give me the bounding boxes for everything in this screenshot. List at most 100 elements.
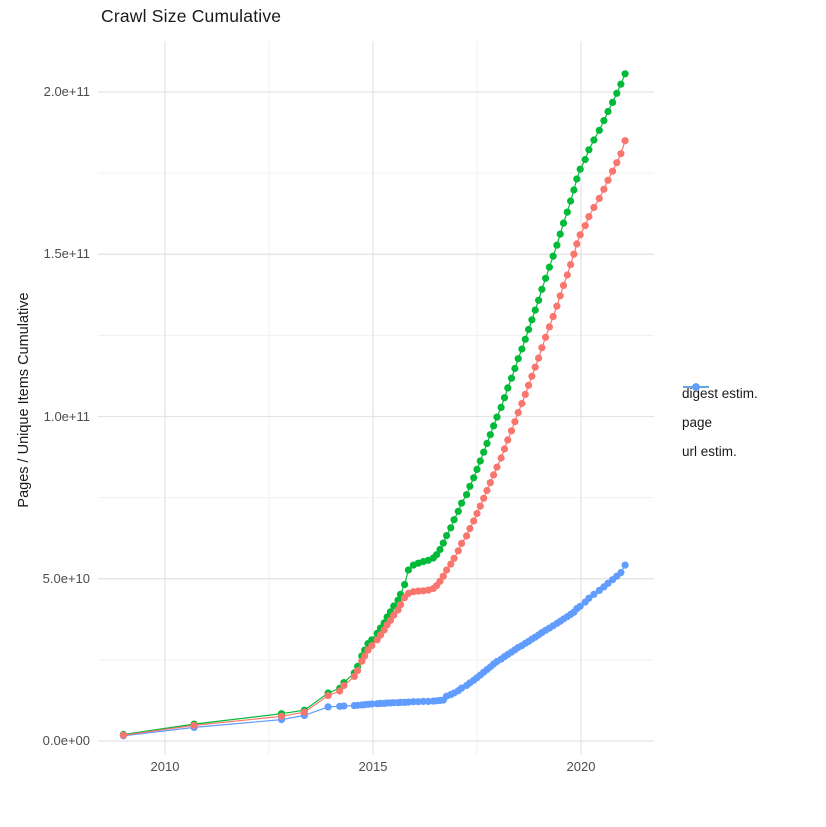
- data-point: [119, 731, 127, 739]
- data-point: [545, 263, 554, 271]
- data-point: [419, 697, 427, 706]
- data-point: [476, 502, 484, 510]
- data-point: [450, 516, 458, 524]
- data-point: [486, 479, 494, 487]
- data-point: [585, 213, 593, 221]
- data-point: [518, 399, 526, 408]
- data-point: [493, 413, 501, 421]
- data-point: [458, 539, 466, 548]
- legend-key-icon: [683, 383, 709, 391]
- data-point: [559, 281, 568, 289]
- data-point: [480, 494, 488, 502]
- data-point: [500, 394, 509, 402]
- data-point: [542, 274, 550, 282]
- data-point: [486, 431, 494, 439]
- data-point: [518, 345, 526, 353]
- x-tick-label: 2010: [150, 759, 180, 774]
- data-point: [507, 427, 516, 435]
- data-point: [573, 240, 581, 248]
- data-point: [573, 175, 581, 183]
- legend-label: url estim.: [682, 444, 737, 459]
- data-point: [463, 491, 471, 499]
- data-point: [563, 208, 571, 216]
- data-point: [454, 507, 462, 515]
- data-point: [376, 631, 385, 639]
- data-point: [361, 652, 369, 660]
- data-point: [576, 231, 584, 239]
- legend-item: url estim.: [682, 383, 758, 466]
- data-point: [590, 590, 598, 598]
- data-point: [401, 581, 409, 589]
- data-point: [621, 70, 629, 78]
- data-point: [436, 545, 444, 554]
- data-point: [553, 302, 561, 310]
- data-point: [277, 712, 286, 720]
- data-point: [439, 539, 447, 547]
- data-point: [324, 692, 332, 700]
- data-point: [300, 708, 308, 716]
- data-point: [535, 354, 543, 362]
- data-point: [404, 566, 412, 574]
- data-point: [531, 363, 539, 371]
- data-point: [585, 146, 593, 154]
- data-point: [617, 150, 625, 158]
- data-point: [521, 335, 529, 343]
- y-tick-label: 2.0e+11: [43, 84, 90, 99]
- data-point: [511, 418, 519, 426]
- data-point: [590, 136, 598, 144]
- x-tick-label: 2015: [358, 759, 388, 774]
- data-point: [350, 672, 358, 681]
- data-point: [528, 316, 536, 324]
- data-point: [466, 482, 474, 490]
- data-point: [480, 448, 488, 456]
- data-point: [595, 126, 603, 134]
- data-point: [617, 80, 625, 88]
- data-point: [556, 230, 564, 238]
- data-point: [556, 292, 564, 300]
- data-point: [504, 384, 512, 392]
- data-point: [443, 532, 451, 540]
- y-tick-label: 0.0e+00: [42, 733, 90, 748]
- data-point: [490, 422, 498, 430]
- data-point: [368, 700, 376, 708]
- data-point: [470, 474, 478, 482]
- data-point: [621, 137, 629, 145]
- data-point: [567, 197, 575, 205]
- data-point: [604, 176, 612, 184]
- data-point: [511, 364, 519, 373]
- y-tick-label: 1.0e+11: [43, 408, 90, 424]
- legend-item: page: [682, 383, 758, 437]
- chart-title: Crawl Size Cumulative: [101, 6, 282, 26]
- data-point: [581, 155, 589, 164]
- data-point: [613, 159, 621, 167]
- legend-key-point: [692, 383, 700, 391]
- data-point: [549, 313, 557, 321]
- data-point: [386, 616, 395, 624]
- data-point: [595, 194, 603, 202]
- x-tick-label: 2020: [566, 759, 596, 774]
- data-point: [553, 241, 561, 249]
- data-point: [354, 667, 362, 675]
- y-tick-label: 5.0e+10: [42, 570, 90, 586]
- data-point: [542, 333, 550, 341]
- data-point: [621, 561, 629, 569]
- data-point: [493, 463, 501, 471]
- data-point: [567, 261, 575, 269]
- data-point: [538, 285, 546, 293]
- data-point: [476, 457, 484, 465]
- legend: digest estim. page url estim.: [682, 379, 758, 466]
- data-point: [340, 702, 348, 710]
- data-point: [390, 611, 398, 619]
- data-point: [514, 355, 522, 363]
- data-point: [470, 517, 478, 525]
- data-point: [609, 167, 617, 175]
- data-point: [617, 569, 625, 577]
- legend-label: page: [682, 415, 713, 430]
- data-point: [600, 185, 608, 193]
- data-point: [570, 250, 578, 258]
- data-point: [609, 98, 617, 106]
- data-point: [521, 390, 529, 398]
- data-point: [466, 524, 474, 533]
- data-point: [340, 681, 348, 690]
